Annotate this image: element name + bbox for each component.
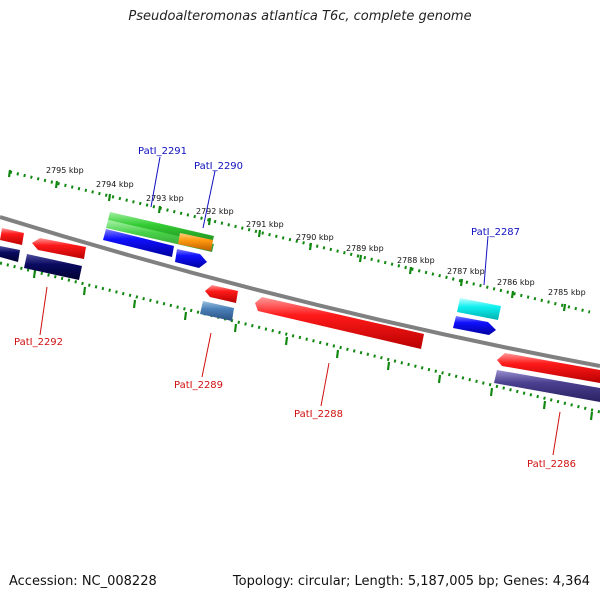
leader-line: [483, 235, 489, 286]
accession-text: Accession: NC_008228: [9, 574, 157, 589]
gene-arrow-reverse[interactable]: [497, 353, 600, 383]
scale-labels: 2795 kbp 2794 kbp 2793 kbp 2792 kbp 2791…: [46, 166, 586, 297]
gene-arrow-reverse[interactable]: [205, 285, 238, 303]
leader-line: [552, 411, 561, 456]
outer-major-ticks: [7, 169, 567, 312]
leader-line: [150, 156, 161, 208]
scale-label: 2787 kbp: [447, 267, 485, 276]
scale-label: 2794 kbp: [96, 180, 134, 189]
gene-arrow-reverse[interactable]: [494, 370, 600, 402]
leader-line: [39, 286, 48, 336]
scale-label: 2790 kbp: [296, 233, 334, 242]
gene-arrow-reverse[interactable]: [0, 228, 24, 245]
gene-label[interactable]: PatI_2286: [527, 459, 576, 470]
scale-label: 2795 kbp: [46, 166, 84, 175]
outer-tick-ring: [9, 170, 591, 314]
gene-arrow-reverse[interactable]: [32, 238, 86, 259]
forward-gene-labels: PatI_2291 PatI_2290 PatI_2287: [138, 146, 520, 286]
scale-label: 2788 kbp: [397, 256, 435, 265]
leader-line: [201, 332, 212, 378]
scale-label: 2792 kbp: [196, 207, 234, 216]
scale-label: 2793 kbp: [146, 194, 184, 203]
gene-label[interactable]: PatI_2287: [471, 227, 520, 238]
gene-label[interactable]: PatI_2291: [138, 146, 187, 157]
gene-arrow-forward[interactable]: [178, 233, 213, 251]
gene-arrow-forward[interactable]: [175, 249, 207, 268]
genome-backbone: [0, 215, 600, 368]
gene-label[interactable]: PatI_2290: [194, 161, 243, 172]
gene-arrow-reverse[interactable]: [24, 254, 82, 280]
gene-arrow-forward[interactable]: [453, 316, 496, 335]
map-title: Pseudoalteromonas atlantica T6c, complet…: [128, 9, 472, 24]
gene-arrow-reverse[interactable]: [200, 301, 234, 321]
scale-label: 2786 kbp: [497, 278, 535, 287]
leader-line: [202, 170, 216, 229]
gene-label[interactable]: PatI_2289: [174, 380, 223, 391]
gene-arrow-reverse[interactable]: [255, 297, 424, 349]
gene-arrow-forward[interactable]: [457, 298, 501, 320]
reverse-gene-labels: PatI_2292 PatI_2289 PatI_2288 PatI_2286: [14, 286, 576, 470]
scale-label: 2791 kbp: [246, 220, 284, 229]
leader-line: [320, 362, 330, 407]
gene-arrow-forward[interactable]: [103, 229, 174, 257]
gene-label[interactable]: PatI_2288: [294, 409, 343, 420]
inner-major-ticks: [32, 269, 594, 421]
inner-tick-ring: [0, 261, 600, 414]
scale-label: 2789 kbp: [346, 244, 384, 253]
genome-summary-text: Topology: circular; Length: 5,187,005 bp…: [232, 574, 590, 589]
scale-label: 2785 kbp: [548, 288, 586, 297]
gene-arrow-reverse[interactable]: [0, 246, 20, 262]
gene-label[interactable]: PatI_2292: [14, 337, 63, 348]
